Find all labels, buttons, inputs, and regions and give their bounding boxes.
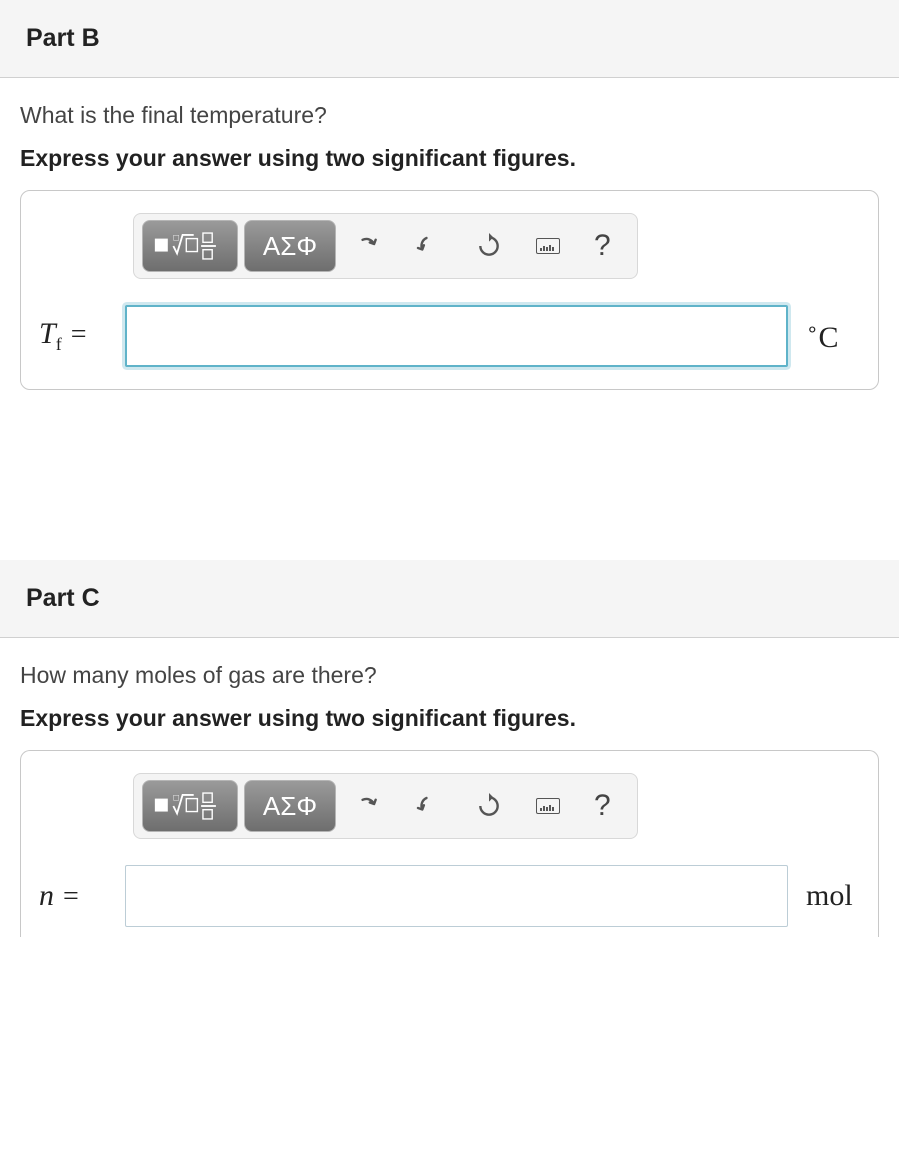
svg-text:□: □ (173, 792, 179, 802)
templates-icon: □ (153, 230, 227, 262)
greek-letters-button[interactable]: ΑΣΦ (244, 220, 336, 272)
variable-label-tf: Tf = (39, 317, 111, 355)
part-b-body: What is the final temperature? Express y… (0, 78, 899, 390)
undo-icon (356, 793, 382, 819)
unit-mol: mol (802, 879, 860, 913)
greek-letters-button[interactable]: ΑΣΦ (244, 780, 336, 832)
math-templates-button[interactable]: □ (142, 780, 238, 832)
reset-icon (476, 233, 502, 259)
templates-icon: □ (153, 790, 227, 822)
part-b-answer-box: □ ΑΣΦ ? (20, 190, 879, 390)
part-c-answer-box: □ ΑΣΦ (20, 750, 879, 937)
part-c-question: How many moles of gas are there? (20, 662, 879, 689)
redo-button[interactable] (402, 220, 456, 272)
part-b-question: What is the final temperature? (20, 102, 879, 129)
part-c-header: Part C (0, 560, 899, 638)
keyboard-button[interactable] (522, 780, 574, 832)
redo-icon (416, 793, 442, 819)
svg-text:□: □ (173, 232, 179, 242)
keyboard-button[interactable] (522, 220, 574, 272)
unit-celsius: ∘C (802, 317, 860, 355)
reset-button[interactable] (462, 780, 516, 832)
redo-icon (416, 233, 442, 259)
part-c-section: Part C How many moles of gas are there? … (0, 560, 899, 937)
temperature-input[interactable] (125, 305, 788, 367)
part-b-input-row: Tf = ∘C (39, 305, 860, 367)
part-c-toolbar: □ ΑΣΦ (133, 773, 638, 839)
moles-input[interactable] (125, 865, 788, 927)
part-c-instruction: Express your answer using two significan… (20, 705, 879, 732)
math-templates-button[interactable]: □ (142, 220, 238, 272)
variable-label-n: n = (39, 879, 111, 913)
part-c-input-row: n = mol (39, 865, 860, 927)
part-c-body: How many moles of gas are there? Express… (0, 638, 899, 937)
reset-icon (476, 793, 502, 819)
reset-button[interactable] (462, 220, 516, 272)
part-b-toolbar: □ ΑΣΦ ? (133, 213, 638, 279)
part-b-header: Part B (0, 0, 899, 78)
help-button[interactable]: ? (580, 220, 625, 272)
undo-button[interactable] (342, 780, 396, 832)
help-button[interactable]: ? (580, 780, 625, 832)
part-b-instruction: Express your answer using two significan… (20, 145, 879, 172)
undo-button[interactable] (342, 220, 396, 272)
undo-icon (356, 233, 382, 259)
redo-button[interactable] (402, 780, 456, 832)
keyboard-icon (536, 798, 560, 814)
keyboard-icon (536, 238, 560, 254)
